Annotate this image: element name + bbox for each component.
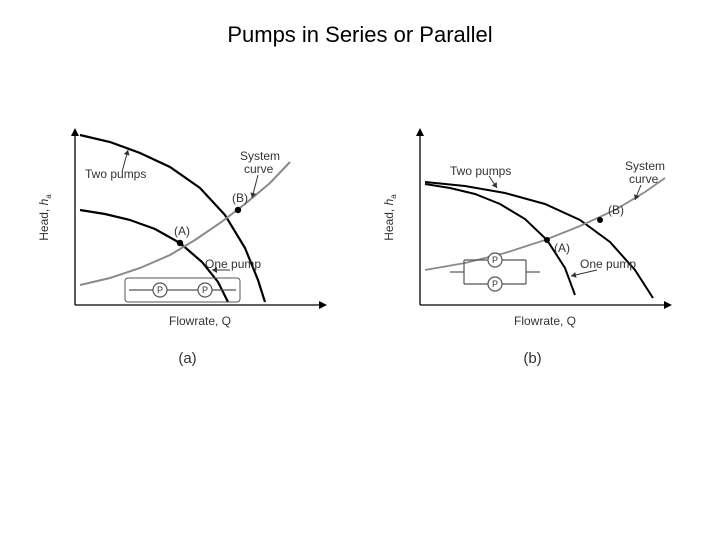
operating-point-B <box>235 207 241 213</box>
chart-label-3: One pump <box>205 257 261 271</box>
point-label-B: (B) <box>608 203 624 217</box>
y-axis-label: Head, ha <box>382 194 398 241</box>
chart-label-2: curve <box>629 172 659 186</box>
chart-label-3: One pump <box>580 257 636 271</box>
chart-label-1: System <box>240 149 280 163</box>
curve-two-pumps <box>425 182 653 298</box>
caption-b: (b) <box>375 350 690 367</box>
caption-a: (a) <box>30 350 345 367</box>
operating-point-B <box>597 217 603 223</box>
curve-two-pumps <box>80 135 265 302</box>
chart-b: (A) (B) Two pumps Systemcurve One pump Flowra… <box>375 120 685 340</box>
pump-label: P <box>157 285 163 295</box>
pump-label: P <box>492 279 498 289</box>
point-label-B: (B) <box>232 191 248 205</box>
y-axis-label: Head, ha <box>37 194 53 241</box>
operating-point-A <box>544 237 550 243</box>
point-label-A: (A) <box>554 241 570 255</box>
chart-a: (A) (B) Two pumps Systemcurve One pump Flowra… <box>30 120 340 340</box>
panels-container: (A)(B)Two pumpsSystemcurveOne pumpFlowra… <box>30 120 690 367</box>
pump-label: P <box>202 285 208 295</box>
chart-label-0: Two pumps <box>450 164 511 178</box>
page-title: Pumps in Series or Parallel <box>0 22 720 48</box>
point-label-A: (A) <box>174 224 190 238</box>
pump-schematic-series: PP <box>125 278 240 302</box>
x-axis-label: Flowrate, Q <box>514 314 576 328</box>
panel-b: (A) (B) Two pumps Systemcurve One pump Flowra… <box>375 120 690 367</box>
chart-label-1: System <box>625 159 665 173</box>
panel-a: (A) (B) Two pumps Systemcurve One pump Flowra… <box>30 120 345 367</box>
chart-label-2: curve <box>244 162 274 176</box>
pump-schematic-parallel: PP <box>450 253 540 291</box>
chart-label-0: Two pumps <box>85 167 146 181</box>
x-axis-label: Flowrate, Q <box>169 314 231 328</box>
pump-label: P <box>492 255 498 265</box>
operating-point-A <box>177 240 183 246</box>
